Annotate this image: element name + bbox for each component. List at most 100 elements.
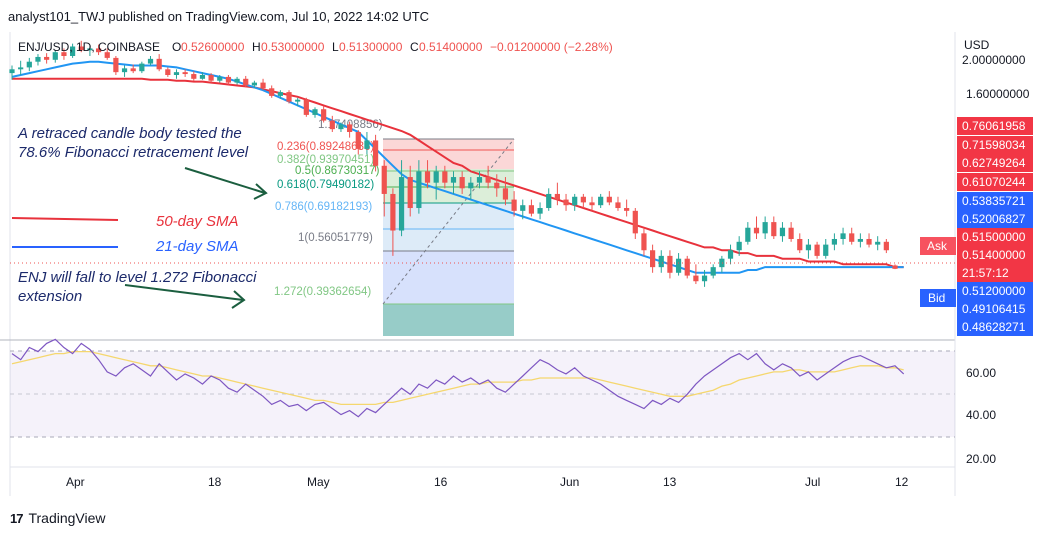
price-chart-svg[interactable]: 1.17408856)0.236(0.89248636)0.382(0.9397…: [0, 32, 1049, 496]
candle[interactable]: [572, 193, 578, 211]
candle[interactable]: [424, 160, 431, 189]
candle[interactable]: [121, 65, 128, 77]
candle[interactable]: [736, 236, 742, 256]
candle[interactable]: [459, 171, 465, 194]
candle[interactable]: [199, 72, 206, 80]
candle[interactable]: [165, 67, 171, 77]
chart-frame[interactable]: 1.17408856)0.236(0.89248636)0.382(0.9397…: [0, 32, 1049, 496]
candle[interactable]: [398, 160, 405, 237]
candle[interactable]: [580, 193, 586, 209]
candles-layer[interactable]: [9, 40, 898, 287]
candle[interactable]: [113, 56, 119, 75]
candle[interactable]: [338, 122, 344, 133]
candle[interactable]: [554, 182, 560, 206]
candle[interactable]: [511, 191, 517, 217]
candle[interactable]: [546, 188, 552, 211]
candle[interactable]: [355, 130, 361, 155]
candle[interactable]: [312, 107, 318, 118]
candle[interactable]: [606, 191, 612, 206]
candle[interactable]: [667, 250, 673, 279]
candle[interactable]: [147, 56, 154, 66]
candle[interactable]: [684, 255, 690, 279]
candle[interactable]: [208, 73, 214, 83]
candle[interactable]: [771, 216, 777, 239]
candle[interactable]: [95, 44, 102, 56]
candle[interactable]: [805, 238, 812, 259]
candle[interactable]: [35, 54, 41, 66]
candle[interactable]: [130, 64, 136, 74]
candle[interactable]: [823, 238, 829, 259]
candle[interactable]: [797, 233, 803, 254]
candle[interactable]: [225, 75, 232, 85]
candle[interactable]: [269, 85, 275, 98]
candle[interactable]: [502, 177, 509, 206]
candle[interactable]: [416, 160, 422, 214]
candle[interactable]: [87, 45, 93, 56]
candle[interactable]: [286, 90, 292, 104]
candle[interactable]: [632, 208, 638, 239]
tradingview-brand[interactable]: 17 TradingView: [10, 510, 106, 526]
candle[interactable]: [719, 255, 725, 273]
candle[interactable]: [624, 199, 630, 217]
candle[interactable]: [615, 196, 621, 211]
candle[interactable]: [857, 233, 863, 248]
candle[interactable]: [537, 202, 543, 220]
candle[interactable]: [693, 264, 699, 285]
fall-arrow[interactable]: [124, 284, 246, 309]
candle[interactable]: [78, 40, 84, 53]
retrace-arrow[interactable]: [184, 167, 268, 200]
candle[interactable]: [762, 216, 768, 239]
candle[interactable]: [701, 269, 708, 287]
candle[interactable]: [251, 80, 257, 89]
candle[interactable]: [727, 244, 734, 265]
candle[interactable]: [277, 90, 283, 99]
candle[interactable]: [658, 250, 664, 273]
candle[interactable]: [156, 54, 162, 72]
candle[interactable]: [329, 115, 335, 132]
candle[interactable]: [494, 174, 500, 197]
candle[interactable]: [18, 60, 24, 75]
candle[interactable]: [650, 244, 656, 273]
candle[interactable]: [52, 50, 58, 63]
candle[interactable]: [485, 165, 491, 189]
candle[interactable]: [364, 132, 370, 155]
candle[interactable]: [69, 43, 76, 58]
candle[interactable]: [598, 193, 604, 209]
candle[interactable]: [753, 216, 760, 239]
candle[interactable]: [260, 78, 266, 91]
candle[interactable]: [779, 222, 786, 242]
candle[interactable]: [173, 69, 180, 79]
candle[interactable]: [468, 177, 474, 200]
candle[interactable]: [883, 238, 889, 254]
fibonacci-retracement-tool[interactable]: 1.17408856)0.236(0.89248636)0.382(0.9397…: [274, 119, 515, 336]
candle[interactable]: [563, 193, 569, 211]
candle[interactable]: [243, 75, 249, 88]
candle[interactable]: [104, 48, 110, 60]
candle[interactable]: [234, 76, 240, 85]
candle[interactable]: [840, 227, 846, 245]
time-axis[interactable]: Apr 18 May 16 Jun 13 Jul 12: [66, 475, 909, 489]
candle[interactable]: [476, 171, 483, 189]
candle[interactable]: [831, 233, 838, 251]
candle[interactable]: [407, 165, 413, 217]
candle[interactable]: [641, 227, 647, 256]
candle[interactable]: [892, 264, 898, 270]
candle[interactable]: [433, 165, 439, 200]
candle[interactable]: [849, 227, 855, 245]
candle[interactable]: [191, 71, 197, 81]
candle[interactable]: [675, 253, 682, 276]
candle[interactable]: [788, 222, 794, 242]
candle[interactable]: [9, 65, 15, 80]
candle[interactable]: [589, 196, 595, 211]
candle[interactable]: [814, 241, 820, 259]
candle[interactable]: [875, 236, 881, 251]
candle[interactable]: [442, 165, 448, 189]
candle[interactable]: [450, 171, 457, 194]
candle[interactable]: [390, 188, 396, 256]
candle[interactable]: [372, 134, 379, 172]
candle[interactable]: [528, 199, 535, 217]
candle[interactable]: [182, 69, 188, 77]
candle[interactable]: [710, 264, 716, 279]
candle[interactable]: [217, 75, 223, 83]
candle[interactable]: [303, 97, 309, 117]
